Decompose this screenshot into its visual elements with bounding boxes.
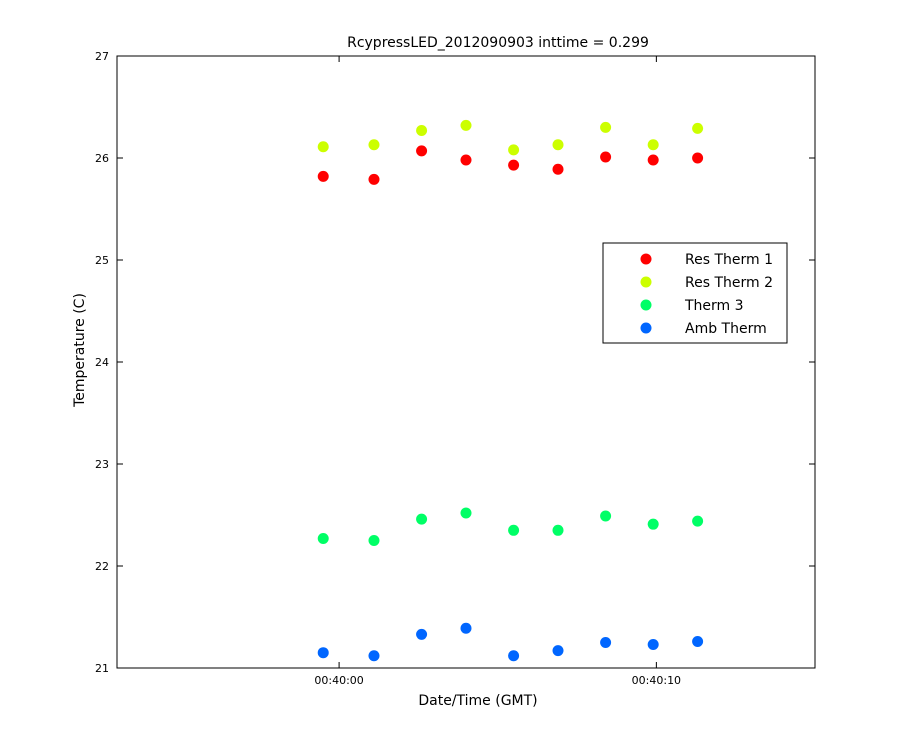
- legend: Res Therm 1 Res Therm 2 Therm 3 Amb Therm: [602, 242, 788, 344]
- plot-frame: [116, 55, 816, 669]
- data-point: [600, 151, 612, 163]
- data-point: [416, 124, 428, 136]
- data-point: [552, 163, 564, 175]
- data-point: [600, 637, 612, 648]
- data-point: [460, 507, 472, 519]
- x-tick-label: 00:40:10: [632, 674, 681, 687]
- data-point: [317, 141, 329, 153]
- data-point: [600, 510, 612, 522]
- y-tick-label: 21: [95, 662, 109, 675]
- data-point: [692, 515, 704, 527]
- data-point: [416, 513, 428, 525]
- y-tick-label: 26: [95, 152, 109, 165]
- legend-label: Res Therm 2: [685, 275, 773, 291]
- data-point: [692, 152, 704, 164]
- legend-marker: [640, 276, 652, 288]
- data-point: [460, 622, 472, 634]
- data-point: [508, 524, 520, 536]
- data-point: [460, 119, 472, 131]
- data-point: [508, 159, 520, 171]
- data-points: [317, 119, 704, 662]
- data-point: [416, 145, 428, 157]
- data-point: [368, 173, 380, 185]
- legend-label: Therm 3: [684, 298, 744, 314]
- data-point: [460, 154, 472, 166]
- data-point: [368, 650, 380, 662]
- data-point: [317, 532, 329, 544]
- legend-marker: [640, 322, 652, 334]
- data-point: [317, 170, 329, 182]
- data-point: [692, 122, 704, 134]
- data-point: [508, 144, 520, 156]
- legend-label: Amb Therm: [685, 321, 767, 337]
- data-point: [552, 139, 564, 151]
- data-point: [647, 154, 659, 166]
- data-point: [647, 518, 659, 530]
- data-point: [647, 139, 659, 151]
- series-amb-therm: [317, 622, 704, 662]
- data-point: [416, 628, 428, 640]
- y-axis: 21 22 23 24 25 26 27: [95, 50, 815, 675]
- y-tick-label: 23: [95, 458, 109, 471]
- series-therm-3: [317, 507, 704, 546]
- data-point: [368, 139, 380, 151]
- legend-label: Res Therm 1: [685, 252, 773, 268]
- y-tick-label: 24: [95, 356, 109, 369]
- series-res-therm-1: [317, 145, 704, 185]
- series-res-therm-2: [317, 119, 704, 156]
- data-point: [552, 645, 564, 657]
- data-point: [508, 650, 520, 662]
- data-point: [647, 639, 659, 651]
- y-tick-label: 25: [95, 254, 109, 267]
- legend-marker: [640, 299, 652, 311]
- y-axis-label: Temperature (C): [72, 293, 88, 408]
- x-axis-label: Date/Time (GMT): [418, 693, 537, 709]
- y-tick-label: 27: [95, 50, 109, 63]
- data-point: [552, 524, 564, 536]
- legend-box: [602, 242, 788, 344]
- chart-title: RcypressLED_2012090903 inttime = 0.299: [347, 35, 649, 51]
- x-axis: 00:40:00 00:40:10: [314, 56, 681, 687]
- x-tick-label: 00:40:00: [314, 674, 363, 687]
- y-tick-label: 22: [95, 560, 109, 573]
- legend-marker: [640, 253, 652, 265]
- data-point: [317, 647, 329, 659]
- data-point: [600, 121, 612, 133]
- data-point: [692, 635, 704, 647]
- data-point: [368, 535, 380, 546]
- plot-area: [116, 55, 816, 669]
